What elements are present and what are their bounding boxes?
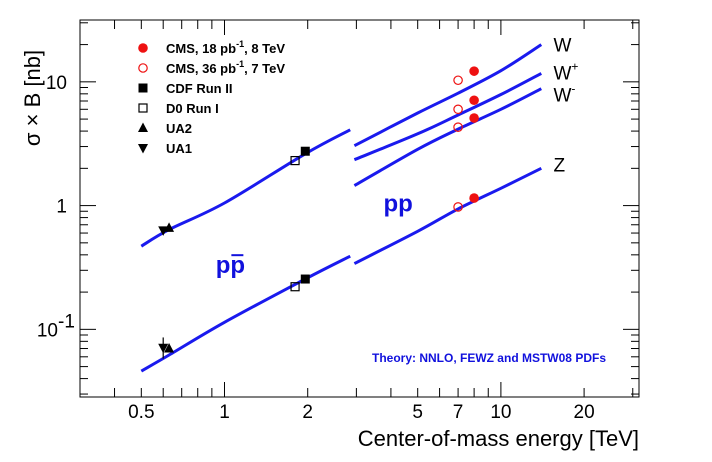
- x-tick-label: 2: [302, 402, 313, 423]
- data-point-cdf: [300, 274, 310, 284]
- series-label: Z: [553, 156, 565, 177]
- x-tick-label: 20: [574, 402, 595, 423]
- legend-label-ua1: UA1: [166, 141, 192, 156]
- theory-curve: [353, 72, 542, 162]
- data-point-cdf: [300, 146, 310, 156]
- legend-label-cdf: CDF Run II: [166, 81, 232, 96]
- series-label: W: [553, 36, 571, 57]
- y-tick-exponent: -1: [58, 311, 75, 332]
- theory-curve: [140, 128, 351, 248]
- series-label: W-: [553, 82, 575, 107]
- data-point-cms8: [469, 113, 479, 123]
- axis-ticks: [80, 20, 639, 397]
- data-point-cms8: [469, 66, 479, 76]
- data-point-cms8: [469, 193, 479, 203]
- data-points: [158, 66, 479, 359]
- data-point-cms7: [453, 122, 463, 132]
- legend-marker-cms7: [138, 63, 148, 73]
- data-point-cms8: [469, 95, 479, 106]
- series-labels: WW+W-Z: [553, 36, 578, 177]
- legend-marker-d0: [138, 103, 148, 113]
- legend-marker-ua2: [138, 122, 148, 132]
- x-tick-label: 10: [490, 402, 511, 423]
- x-tick-label: 5: [412, 402, 423, 423]
- data-point-ua1: [158, 343, 169, 354]
- collision-labels: pp pp: [216, 190, 413, 279]
- y-tick-label: 10: [46, 73, 67, 94]
- x-tick-label: 1: [219, 402, 230, 423]
- x-tick-label: 7: [453, 402, 464, 423]
- data-point-ua2: [164, 343, 175, 353]
- legend-label-d0: D0 Run I: [166, 101, 219, 116]
- theory-curve: [353, 166, 542, 265]
- data-point-d0: [290, 155, 300, 166]
- legend-marker-cms8: [138, 43, 148, 53]
- y-tick-label: 10: [37, 320, 58, 341]
- theory-curve: [353, 43, 543, 148]
- y-axis-title: σ × B [nb]: [20, 50, 45, 146]
- x-tick-labels: 0.5 1 2 5 7 10 20: [128, 402, 595, 423]
- y-tick-label: 1: [56, 197, 67, 218]
- legend: CMS, 18 pb-1, 8 TeV CMS, 36 pb-1, 7 TeV CD…: [138, 39, 285, 156]
- theory-curve: [140, 254, 351, 373]
- data-point-cms7: [453, 104, 463, 115]
- x-axis-title: Center-of-mass energy [TeV]: [358, 426, 639, 451]
- x-tick-label: 0.5: [128, 402, 154, 423]
- legend-label-ua2: UA2: [166, 121, 192, 136]
- legend-marker-ua1: [138, 144, 148, 154]
- data-point-ua2: [164, 222, 175, 232]
- data-point-ua1: [158, 226, 169, 236]
- data-point-d0: [290, 282, 300, 292]
- theory-note: Theory: NNLO, FEWZ and MSTW08 PDFs: [372, 351, 606, 365]
- legend-label-cms7: CMS, 36 pb-1, 7 TeV: [166, 59, 285, 76]
- legend-label-cms8: CMS, 18 pb-1, 8 TeV: [166, 39, 285, 56]
- theory-curve: [353, 87, 542, 187]
- p-pbar-label: pp: [216, 252, 245, 279]
- theory-curves: [140, 43, 543, 373]
- pp-label: pp: [384, 190, 413, 217]
- plot-frame: [79, 19, 640, 398]
- legend-marker-cdf: [138, 83, 148, 93]
- data-point-cms7: [453, 75, 463, 86]
- data-point-cms7: [453, 202, 463, 212]
